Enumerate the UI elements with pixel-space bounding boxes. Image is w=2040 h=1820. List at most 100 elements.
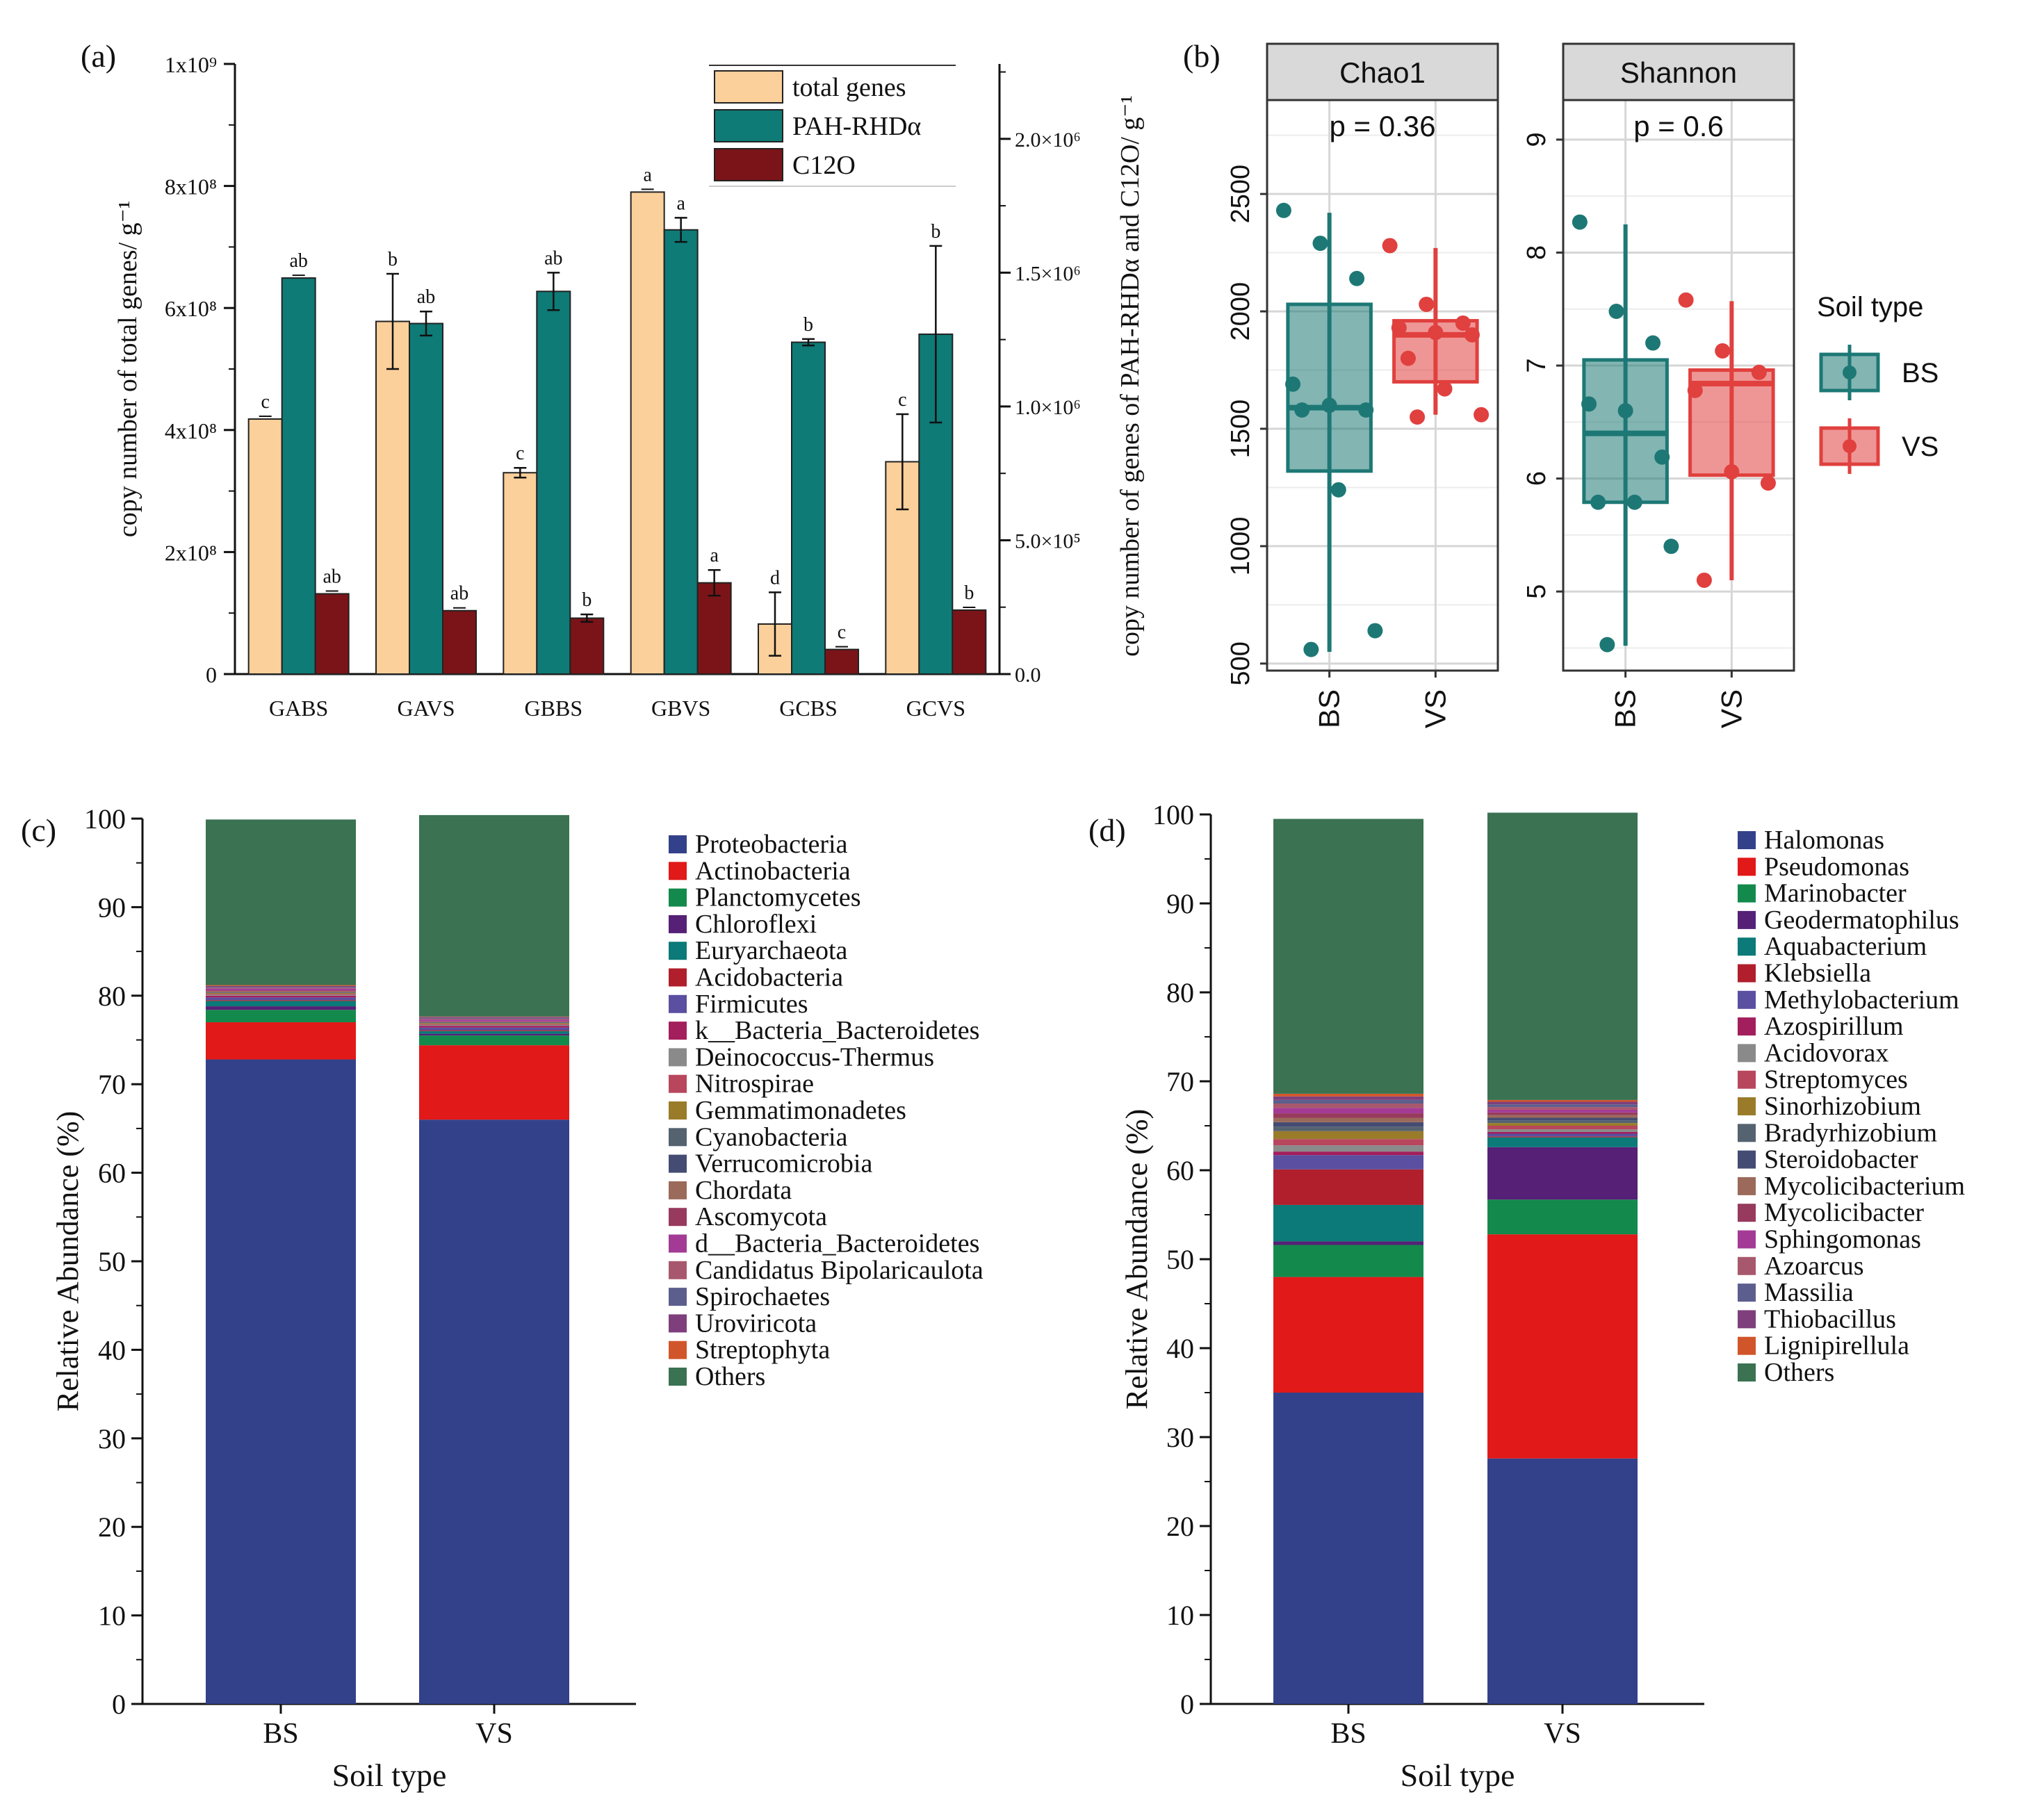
x-tick-label-gcvs: GCVS bbox=[906, 696, 965, 721]
significance-letter-c12o-gavs: ab bbox=[450, 583, 468, 605]
y-tick-label: 90 bbox=[1166, 888, 1194, 919]
legend-key-point bbox=[1843, 366, 1857, 379]
stack-segment-thiobacillus-vs bbox=[1487, 1101, 1638, 1105]
x-tick-label-gavs: GAVS bbox=[398, 696, 455, 721]
legend-swatch-mycolicibacterium bbox=[1738, 1177, 1756, 1195]
legend-label-euryarchaeota: Euryarchaeota bbox=[695, 936, 848, 965]
data-point-vs bbox=[1455, 315, 1471, 331]
y-tick-label: 7 bbox=[1522, 358, 1551, 372]
legend-swatch-mycolicibacter bbox=[1738, 1204, 1756, 1222]
legend-label-azoarcus: Azoarcus bbox=[1764, 1252, 1863, 1281]
stack-segment-firmicutes-vs bbox=[419, 1027, 569, 1031]
significance-letter-c12o-gcbs: c bbox=[838, 622, 846, 643]
y-tick-label: 20 bbox=[98, 1511, 126, 1543]
legend-swatch-proteobacteria bbox=[669, 835, 687, 853]
y-tick-label: 6 bbox=[1522, 471, 1551, 486]
stack-segment-methylobacterium-bs bbox=[1273, 1155, 1423, 1170]
facet-title-shannon: Shannon bbox=[1620, 56, 1737, 89]
legend-swatch-cyanobacteria bbox=[669, 1128, 687, 1147]
x-tick-label-bs: BS bbox=[1313, 689, 1346, 728]
stack-segment-acidobacteria-bs bbox=[206, 1000, 356, 1001]
stack-segment-azoarcus-vs bbox=[1487, 1107, 1638, 1110]
y-tick-label: 9 bbox=[1522, 132, 1551, 147]
significance-letter-pah-rhd-gbbs: ab bbox=[544, 247, 562, 269]
p-value-chao1: p = 0.36 bbox=[1330, 110, 1436, 142]
legend-swatch-k-bacteria-bacteroidetes bbox=[669, 1022, 687, 1040]
legend-swatch-d-bacteria-bacteroidetes bbox=[669, 1234, 687, 1253]
subplot-shannon: Shannon 5 6 7 8 9 p = 0.6 BS VS bbox=[1522, 42, 1795, 728]
left-tick-label: 1x10⁹ bbox=[165, 52, 217, 77]
data-point-vs bbox=[1760, 475, 1776, 491]
stack-segment-others-bs bbox=[206, 819, 356, 985]
y-tick-label: 60 bbox=[1166, 1155, 1194, 1186]
stack-segment-streptomyces-vs bbox=[1487, 1126, 1638, 1130]
stack-segment-streptomyces-bs bbox=[1273, 1139, 1423, 1146]
legend-label-gemmatimonadetes: Gemmatimonadetes bbox=[695, 1096, 906, 1125]
stack-segment-candidatus-bipolaricaulota-bs bbox=[206, 987, 356, 989]
legend-label-mycolicibacter: Mycolicibacter bbox=[1764, 1198, 1924, 1227]
legend-label-massilia: Massilia bbox=[1764, 1278, 1854, 1307]
legend-label-sphingomonas: Sphingomonas bbox=[1764, 1225, 1921, 1254]
legend-swatch-total-genes bbox=[714, 70, 783, 104]
legend-label-halomonas: Halomonas bbox=[1764, 826, 1884, 855]
legend-swatch-streptomyces bbox=[1738, 1070, 1756, 1089]
legend-swatch-methylobacterium bbox=[1738, 990, 1756, 1009]
x-tick-label-vs: VS bbox=[1715, 689, 1747, 728]
legend-d: HalomonasPseudomonasMarinobacterGeoderma… bbox=[1738, 826, 1965, 1387]
stack-segment-mycolicibacter-bs bbox=[1273, 1113, 1423, 1118]
stack-segment-deinococcus-thermus-vs bbox=[419, 1024, 569, 1026]
significance-letter-total-genes-gbbs: c bbox=[516, 443, 524, 464]
x-tick-label-vs: VS bbox=[1544, 1718, 1581, 1750]
stack-segment-firmicutes-bs bbox=[206, 997, 356, 1001]
data-point-bs bbox=[1367, 623, 1383, 639]
x-tick-label-gbbs: GBBS bbox=[525, 696, 583, 721]
box-bs bbox=[1286, 302, 1373, 473]
data-point-bs bbox=[1275, 202, 1291, 218]
stack-segment-k-bacteria-bacteroidetes-vs bbox=[419, 1026, 569, 1028]
stack-segment-others-bs bbox=[1273, 819, 1423, 1094]
legend-swatch-pseudomonas bbox=[1738, 858, 1756, 876]
data-point-vs bbox=[1696, 572, 1712, 588]
y-tick-label: 0 bbox=[112, 1689, 126, 1720]
stack-segment-d-bacteria-bacteroidetes-bs bbox=[206, 988, 356, 991]
y-tick-label: 1500 bbox=[1226, 400, 1255, 459]
legend-swatch-nitrospirae bbox=[669, 1074, 687, 1093]
y-tick-label: 10 bbox=[1166, 1600, 1194, 1631]
legend-c: ProteobacteriaActinobacteriaPlanctomycet… bbox=[669, 830, 984, 1391]
stack-segment-nitrospirae-vs bbox=[419, 1024, 569, 1025]
stack-segment-uroviricota-bs bbox=[206, 985, 356, 987]
stack-segment-marinobacter-bs bbox=[1273, 1245, 1423, 1277]
data-point-bs bbox=[1330, 482, 1346, 498]
data-point-bs bbox=[1599, 637, 1615, 653]
right-tick-label: 1.5×10⁶ bbox=[1015, 262, 1081, 285]
right-axis-title: copy number of genes of PAH-RHDα and C12… bbox=[1116, 95, 1145, 657]
bar-pah-rhd-gcbs bbox=[791, 341, 826, 675]
data-point-bs bbox=[1321, 397, 1337, 413]
legend-label-others: Others bbox=[1764, 1358, 1834, 1387]
data-point-vs bbox=[1751, 364, 1767, 380]
y-tick-label: 40 bbox=[1166, 1333, 1194, 1364]
stack-segment-massilia-bs bbox=[1273, 1099, 1423, 1104]
stack-segment-cyanobacteria-vs bbox=[419, 1022, 569, 1024]
panel-a-bar-chart: (a) 0 2x10⁸ 4x10⁸ 6x10⁸ 8x10⁸ 1x10⁹ 0.0 5.0×10⁵ 1… bbox=[81, 38, 1145, 721]
bar-total-genes-gbbs bbox=[503, 472, 538, 675]
stack-segment-thiobacillus-bs bbox=[1273, 1096, 1423, 1100]
stack-segment-chordata-bs bbox=[206, 991, 356, 992]
legend-label-verrucomicrobia: Verrucomicrobia bbox=[695, 1149, 872, 1179]
legend-swatch-verrucomicrobia bbox=[669, 1154, 687, 1173]
data-point-bs bbox=[1654, 449, 1670, 465]
legend-label-proteobacteria: Proteobacteria bbox=[695, 830, 848, 859]
significance-letter-pah-rhd-gavs: ab bbox=[417, 286, 435, 308]
left-tick-label: 6x10⁸ bbox=[165, 296, 217, 321]
y-tick-label: 50 bbox=[98, 1246, 126, 1277]
stack-segment-deinococcus-thermus-bs bbox=[206, 994, 356, 996]
legend-label-steroidobacter: Steroidobacter bbox=[1764, 1145, 1918, 1174]
significance-letter-c12o-gabs: ab bbox=[323, 566, 341, 587]
legend-label-chloroflexi: Chloroflexi bbox=[695, 910, 817, 939]
y-tick-label: 80 bbox=[98, 981, 126, 1012]
legend-swatch-aquabacterium bbox=[1738, 937, 1756, 956]
legend-swatch-lignipirellula bbox=[1738, 1336, 1756, 1355]
legend-swatch-deinococcus-thermus bbox=[669, 1048, 687, 1067]
stack-segment-acidovorax-vs bbox=[1487, 1129, 1638, 1132]
